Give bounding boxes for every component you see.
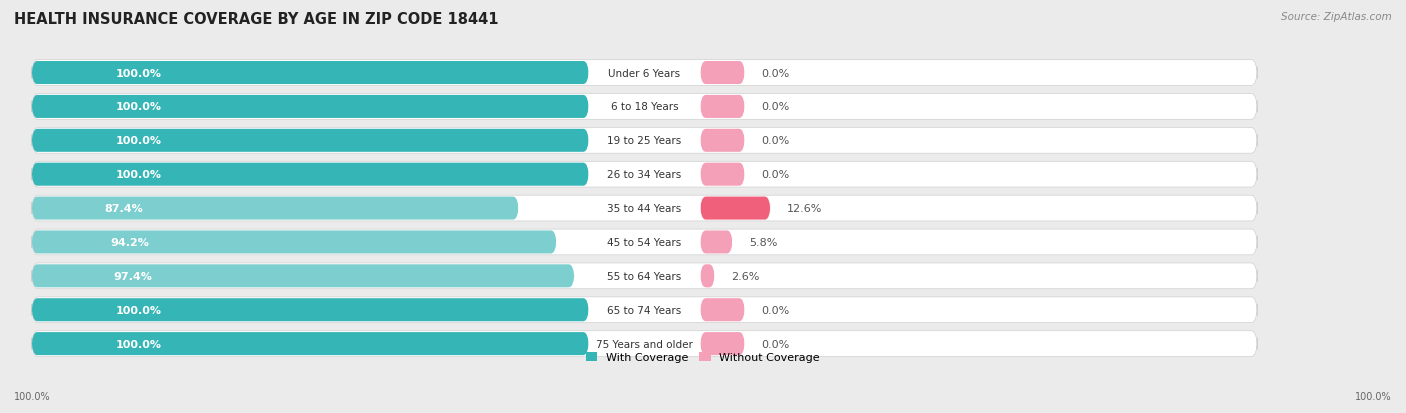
Text: 26 to 34 Years: 26 to 34 Years [607,170,682,180]
FancyBboxPatch shape [32,297,1257,323]
Legend: With Coverage, Without Coverage: With Coverage, Without Coverage [582,347,824,367]
Text: 100.0%: 100.0% [115,136,162,146]
FancyBboxPatch shape [32,129,589,152]
Text: 75 Years and older: 75 Years and older [596,339,693,349]
Text: 6 to 18 Years: 6 to 18 Years [610,102,678,112]
FancyBboxPatch shape [32,230,1257,255]
FancyBboxPatch shape [700,62,745,85]
FancyBboxPatch shape [589,66,700,83]
FancyBboxPatch shape [32,128,1257,154]
FancyBboxPatch shape [589,302,700,319]
FancyBboxPatch shape [32,331,1257,356]
Text: 100.0%: 100.0% [14,391,51,401]
Text: 100.0%: 100.0% [115,170,162,180]
FancyBboxPatch shape [589,235,700,252]
Text: 0.0%: 0.0% [762,136,790,146]
FancyBboxPatch shape [32,61,1257,86]
FancyBboxPatch shape [589,100,700,116]
FancyBboxPatch shape [700,163,745,186]
Text: 97.4%: 97.4% [112,271,152,281]
FancyBboxPatch shape [700,129,745,152]
Text: 100.0%: 100.0% [115,305,162,315]
FancyBboxPatch shape [700,265,714,288]
Text: 100.0%: 100.0% [115,339,162,349]
Text: 5.8%: 5.8% [749,237,778,247]
FancyBboxPatch shape [700,96,745,119]
FancyBboxPatch shape [700,299,745,321]
Text: 0.0%: 0.0% [762,69,790,78]
Text: Under 6 Years: Under 6 Years [609,69,681,78]
Text: 12.6%: 12.6% [787,204,823,214]
FancyBboxPatch shape [32,231,557,254]
Text: 0.0%: 0.0% [762,102,790,112]
FancyBboxPatch shape [589,133,700,150]
FancyBboxPatch shape [32,299,589,321]
FancyBboxPatch shape [32,265,574,288]
Text: 94.2%: 94.2% [111,237,149,247]
FancyBboxPatch shape [32,332,589,355]
Text: 100.0%: 100.0% [1355,391,1392,401]
Text: 35 to 44 Years: 35 to 44 Years [607,204,682,214]
FancyBboxPatch shape [32,96,589,119]
Text: 0.0%: 0.0% [762,339,790,349]
FancyBboxPatch shape [32,196,1257,221]
FancyBboxPatch shape [32,162,1257,188]
Text: 0.0%: 0.0% [762,170,790,180]
FancyBboxPatch shape [589,336,700,353]
Text: Source: ZipAtlas.com: Source: ZipAtlas.com [1281,12,1392,22]
FancyBboxPatch shape [589,201,700,218]
Text: 100.0%: 100.0% [115,102,162,112]
FancyBboxPatch shape [32,163,589,186]
Text: HEALTH INSURANCE COVERAGE BY AGE IN ZIP CODE 18441: HEALTH INSURANCE COVERAGE BY AGE IN ZIP … [14,12,499,27]
FancyBboxPatch shape [32,94,1257,120]
FancyBboxPatch shape [589,268,700,285]
Text: 2.6%: 2.6% [731,271,759,281]
Text: 55 to 64 Years: 55 to 64 Years [607,271,682,281]
FancyBboxPatch shape [700,332,745,355]
FancyBboxPatch shape [700,231,733,254]
FancyBboxPatch shape [32,263,1257,289]
Text: 100.0%: 100.0% [115,69,162,78]
FancyBboxPatch shape [589,167,700,184]
Text: 87.4%: 87.4% [104,204,143,214]
FancyBboxPatch shape [32,62,589,85]
FancyBboxPatch shape [32,197,519,220]
Text: 65 to 74 Years: 65 to 74 Years [607,305,682,315]
FancyBboxPatch shape [700,197,770,220]
Text: 45 to 54 Years: 45 to 54 Years [607,237,682,247]
Text: 19 to 25 Years: 19 to 25 Years [607,136,682,146]
Text: 0.0%: 0.0% [762,305,790,315]
